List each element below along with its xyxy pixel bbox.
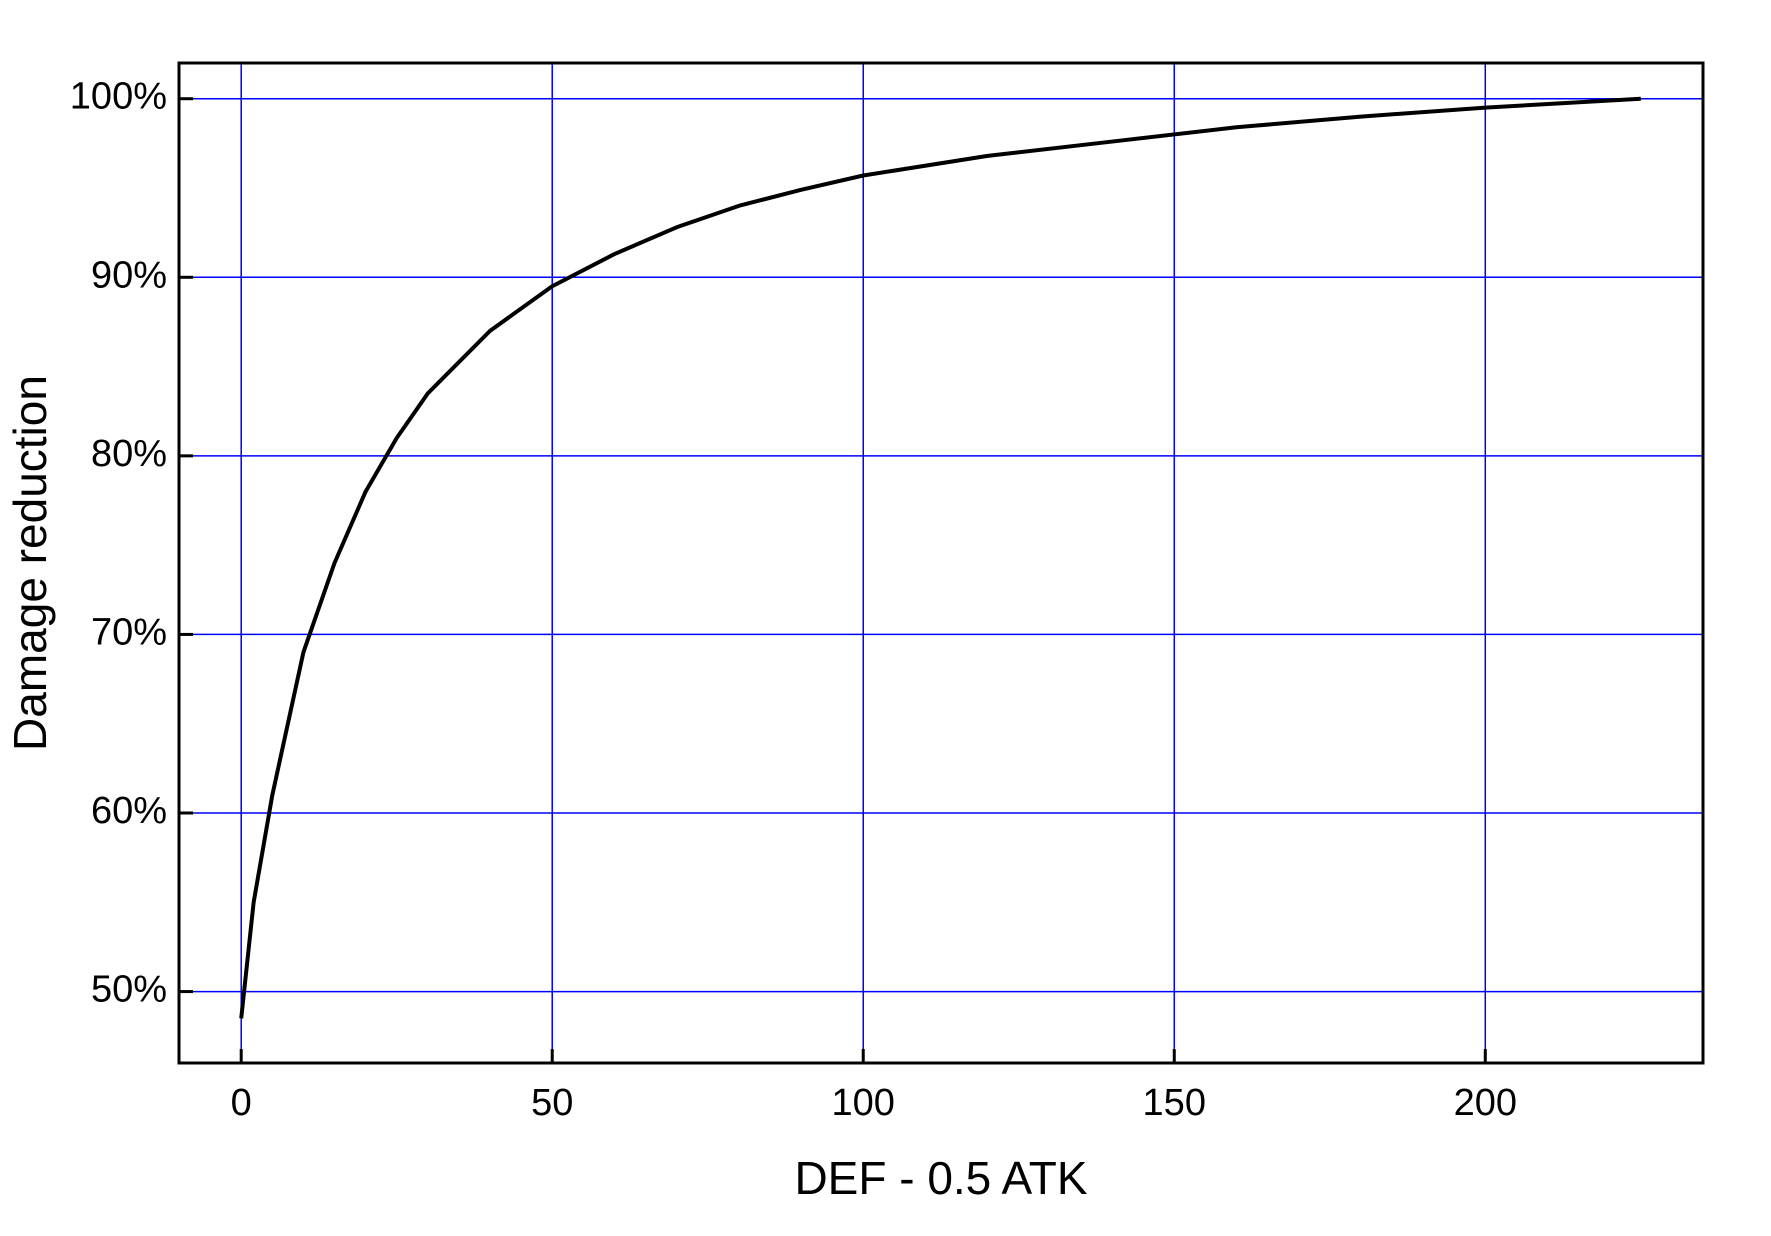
y-axis-label: Damage reduction [4, 375, 56, 751]
y-tick-label: 50% [91, 969, 167, 1011]
line [239, 96, 1641, 1019]
x-tick-label: 100 [832, 1082, 895, 1124]
x-tick-label: 150 [1143, 1082, 1206, 1124]
x-tick-label: 0 [231, 1082, 252, 1124]
y-tick-label: 70% [91, 611, 167, 653]
y-tick-label: 80% [91, 433, 167, 475]
x-tick-label: 200 [1454, 1082, 1517, 1124]
y-tick-label: 100% [70, 76, 167, 118]
y-tick-label: 90% [91, 254, 167, 296]
x-axis-label: DEF - 0.5 ATK [794, 1152, 1087, 1204]
y-tick-label: 60% [91, 790, 167, 832]
x-tick-label: 50 [531, 1082, 573, 1124]
plot-frame [177, 61, 1705, 1065]
